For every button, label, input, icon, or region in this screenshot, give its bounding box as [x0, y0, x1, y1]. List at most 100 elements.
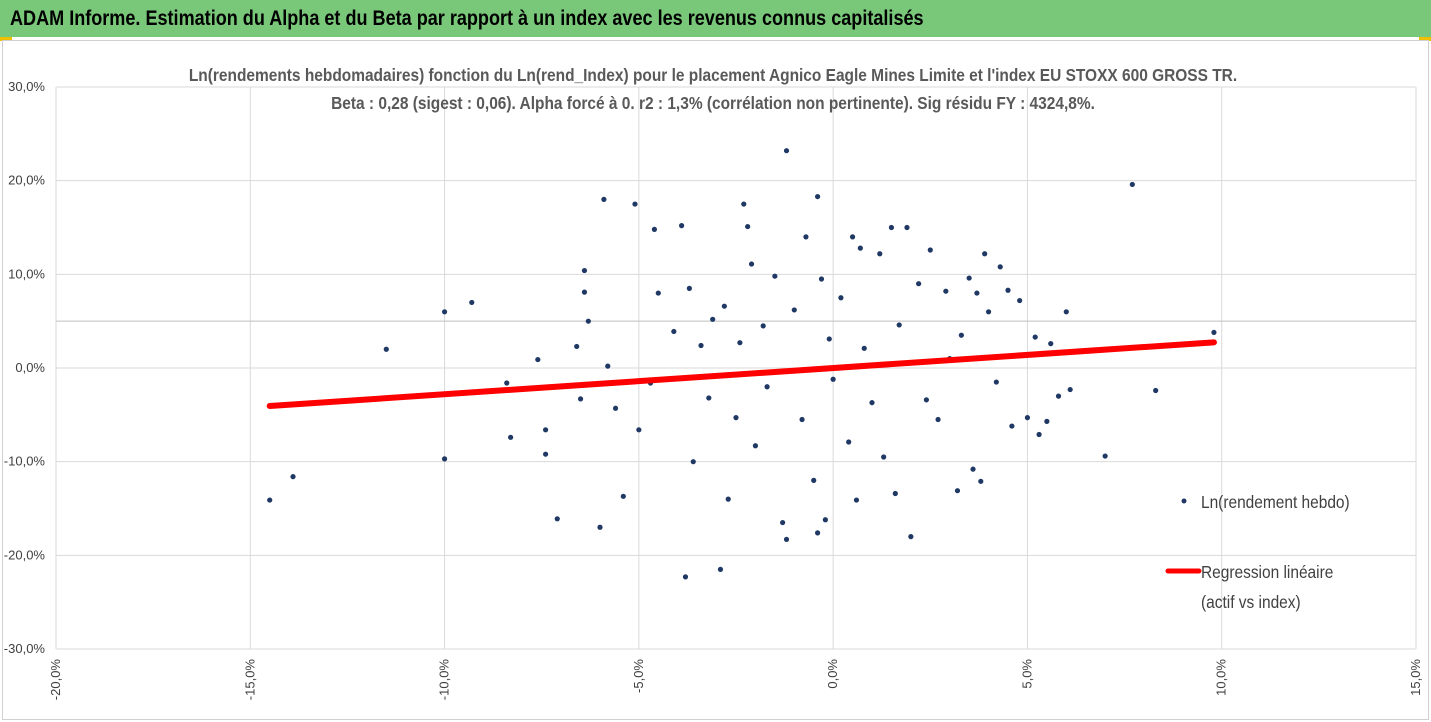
corner-mark-right	[1419, 37, 1431, 41]
data-point	[717, 566, 724, 572]
y-tick-label: -30,0%	[4, 641, 46, 656]
data-point	[1211, 329, 1217, 336]
data-point	[1067, 386, 1073, 393]
grid-lines	[55, 86, 1417, 650]
data-point	[543, 427, 549, 433]
data-point	[869, 400, 875, 406]
y-tick-labels: 30,0% 20,0% 10,0% 0,0% -10,0% -20,0% -30,0%	[4, 79, 46, 656]
data-point	[1009, 423, 1015, 429]
data-point	[830, 376, 836, 382]
data-point	[943, 288, 949, 294]
data-point	[605, 363, 611, 369]
data-point	[877, 251, 883, 257]
data-point	[853, 497, 860, 503]
data-point	[682, 574, 689, 580]
data-point	[504, 380, 510, 386]
chart-title-line1: Ln(rendements hebdomadaires) fonction du…	[189, 65, 1237, 85]
data-point	[772, 273, 778, 279]
data-point	[1005, 287, 1011, 293]
x-tick-label: 5,0%	[1019, 659, 1034, 689]
data-point	[469, 299, 475, 306]
legend-label-scatter: Ln(rendement hebdo)	[1201, 492, 1350, 512]
data-point	[818, 276, 825, 282]
data-point	[671, 328, 677, 335]
data-point	[1036, 431, 1042, 438]
legend-label-regression: Regression linéaire	[1201, 562, 1333, 582]
data-point	[1017, 297, 1023, 304]
data-point	[896, 322, 902, 328]
data-point	[966, 275, 972, 281]
data-point	[970, 466, 976, 472]
chart-title-line2: Beta : 0,28 (sigest : 0,06). Alpha forcé…	[331, 93, 1095, 113]
data-point	[815, 193, 821, 200]
x-tick-label: 0,0%	[825, 659, 840, 689]
data-point	[846, 439, 852, 445]
scatter-chart: 30,0%20,0%10,0%0,0%-10,0%-20,0%-30,0% -2…	[4, 65, 1423, 701]
data-point	[737, 340, 743, 346]
data-point	[581, 289, 588, 295]
data-point	[927, 247, 933, 253]
data-point	[686, 285, 692, 291]
data-point	[441, 309, 448, 315]
data-point	[815, 530, 821, 536]
x-tick-label: -15,0%	[242, 659, 257, 701]
data-point	[935, 416, 941, 423]
data-point	[985, 309, 992, 315]
page-title: ADAM Informe. Estimation du Alpha et du …	[10, 7, 924, 30]
x-tick-label: -20,0%	[48, 659, 63, 701]
data-point	[799, 416, 805, 423]
x-tick-label: 10,0%	[1214, 659, 1229, 696]
data-point	[655, 290, 661, 296]
data-point	[783, 536, 790, 543]
data-point	[706, 395, 712, 401]
data-point	[803, 234, 809, 240]
data-point	[791, 307, 797, 313]
data-point	[1102, 453, 1108, 459]
data-point	[508, 434, 514, 440]
data-point	[612, 405, 619, 411]
data-point	[721, 303, 727, 309]
data-point	[698, 342, 704, 349]
data-point	[632, 201, 638, 207]
data-point	[620, 493, 626, 499]
data-point	[881, 454, 887, 460]
data-point	[597, 524, 603, 530]
title-banner: ADAM Informe. Estimation du Alpha et du …	[0, 0, 1431, 37]
data-point	[752, 443, 759, 449]
data-point	[861, 345, 867, 351]
data-point	[1048, 341, 1054, 347]
legend-marker-scatter	[1181, 498, 1187, 504]
data-point	[601, 196, 607, 202]
data-point	[982, 251, 988, 257]
legend-label-regression-sub: (actif vs index)	[1201, 592, 1301, 612]
data-point	[1044, 418, 1050, 424]
data-point	[679, 223, 685, 229]
data-point	[636, 427, 642, 433]
data-point	[574, 343, 580, 350]
data-point	[577, 396, 584, 402]
data-point	[764, 384, 770, 390]
data-points	[267, 148, 1217, 580]
data-point	[745, 223, 751, 230]
data-point	[1063, 309, 1069, 315]
data-point	[997, 264, 1003, 270]
data-point	[585, 318, 591, 324]
data-point	[826, 336, 832, 342]
data-point	[783, 148, 790, 154]
y-tick-label: 20,0%	[8, 173, 45, 188]
data-point	[1153, 387, 1159, 394]
data-point	[974, 290, 980, 296]
data-point	[554, 516, 560, 522]
data-point	[725, 496, 731, 502]
data-point	[441, 456, 448, 462]
data-point	[822, 517, 828, 523]
data-point	[923, 397, 930, 403]
corner-mark-left	[0, 37, 12, 41]
data-point	[741, 201, 747, 207]
data-point	[892, 490, 898, 497]
data-point	[290, 474, 296, 480]
data-point	[383, 346, 389, 352]
data-point	[535, 356, 541, 363]
data-point	[581, 267, 588, 274]
data-point	[543, 451, 549, 457]
